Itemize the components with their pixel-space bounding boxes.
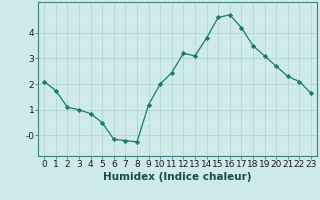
X-axis label: Humidex (Indice chaleur): Humidex (Indice chaleur)	[103, 172, 252, 182]
